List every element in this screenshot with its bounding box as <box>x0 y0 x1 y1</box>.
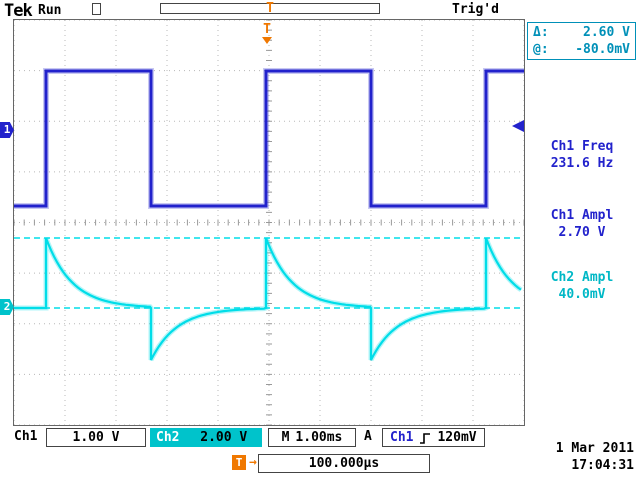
trigger-readout: Ch1 120mV <box>382 428 485 447</box>
trigger-position-marker-icon: T <box>256 23 278 44</box>
record-view-bar: T <box>160 1 380 16</box>
ch1-position-marker: 1 <box>0 122 14 138</box>
measurement-ch1-ampl: Ch1 Ampl 2.70 V <box>526 207 638 241</box>
timebase-label: M <box>281 430 290 445</box>
measurement-ch2-ampl: Ch2 Ampl 40.0mV <box>526 269 638 303</box>
cursor-at-value: -80.0mV <box>575 42 630 57</box>
waveform-display <box>14 20 524 425</box>
measurement-label: Ch1 Freq <box>550 139 614 154</box>
measurement-ch1-freq: Ch1 Freq 231.6 Hz <box>526 138 638 172</box>
cursor-delta-label: Δ: <box>533 25 549 40</box>
cursor-delta-value: 2.60 V <box>583 25 630 40</box>
trigger-position-record-icon: T <box>266 1 274 16</box>
delay-value: 100.000µs <box>258 454 430 473</box>
acquisition-status: Run <box>38 3 62 18</box>
trigger-mode-label: A <box>364 429 372 444</box>
graticule <box>13 19 525 426</box>
cursor-readout: Δ: 2.60 V @: -80.0mV <box>527 22 636 60</box>
timebase-value: 1.00ms <box>295 430 343 445</box>
delay-icon-group: T → <box>232 455 257 470</box>
trigger-source: Ch1 <box>390 430 414 445</box>
ch2-scale-label: Ch2 <box>156 430 180 445</box>
date-display: 1 Mar 2011 <box>555 441 634 456</box>
rising-edge-icon <box>420 432 431 444</box>
down-arrow-icon <box>262 37 272 44</box>
right-arrow-icon: → <box>249 455 257 470</box>
ch2-scale-readout: Ch2 2.00 V <box>150 428 262 447</box>
trigger-delay-icon: T <box>232 455 246 470</box>
measurement-value: 2.70 V <box>558 225 606 240</box>
acquisition-indicator-icon <box>92 3 101 15</box>
measurement-value: 231.6 Hz <box>550 156 614 171</box>
measurement-value: 40.0mV <box>558 287 606 302</box>
ch2-scale-value: 2.00 V <box>200 430 248 445</box>
ch2-position-marker: 2 <box>0 299 14 315</box>
ch1-scale-value: 1.00 V <box>46 428 146 447</box>
measurement-label: Ch2 Ampl <box>550 270 614 285</box>
cursor-at-label: @: <box>533 42 549 57</box>
ch1-scale-label: Ch1 <box>14 429 38 444</box>
trigger-level: 120mV <box>437 430 477 445</box>
timebase-readout: M 1.00ms <box>268 428 356 447</box>
tek-logo: Tek <box>4 1 33 21</box>
time-display: 17:04:31 <box>571 458 634 473</box>
measurement-label: Ch1 Ampl <box>550 208 614 223</box>
trigger-status: Trig'd <box>452 2 499 17</box>
